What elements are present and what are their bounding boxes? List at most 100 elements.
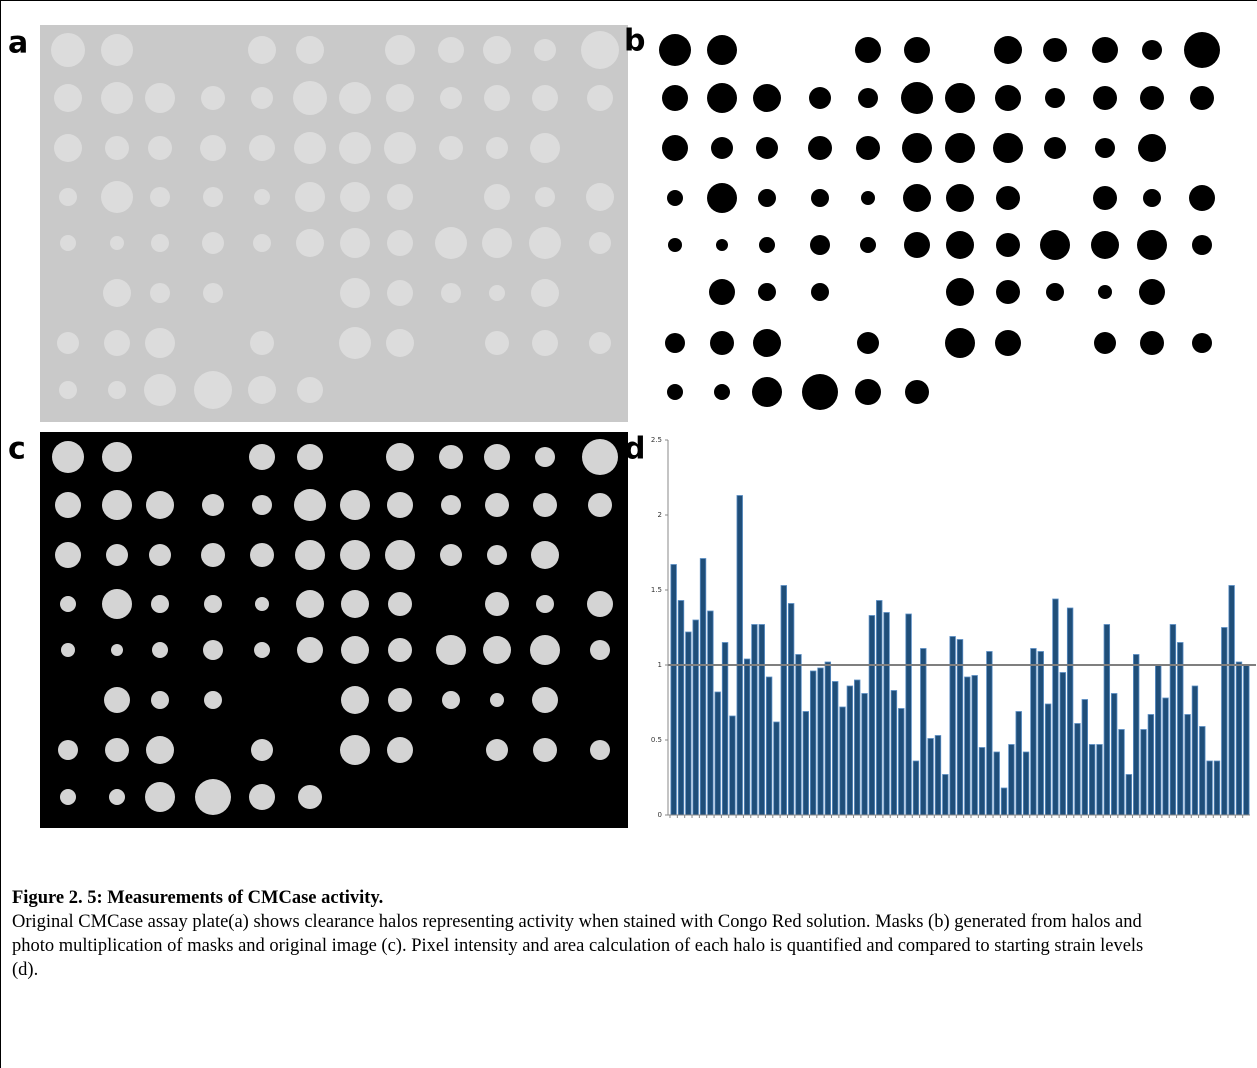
halo: [201, 86, 225, 110]
halo-mask: [901, 82, 933, 114]
bar: [1222, 628, 1228, 816]
halo: [532, 85, 558, 111]
halo: [102, 490, 132, 520]
halo: [483, 36, 511, 64]
halo: [439, 136, 463, 160]
halo: [296, 590, 324, 618]
halo-mask: [1138, 134, 1166, 162]
halo-mask: [995, 330, 1021, 356]
bar: [832, 682, 838, 816]
halo-mask: [1189, 185, 1215, 211]
halo-mask: [809, 87, 831, 109]
halo-mask: [858, 88, 878, 108]
halo-mask: [758, 283, 776, 301]
halo: [590, 640, 610, 660]
bar: [1229, 586, 1235, 816]
halo: [534, 39, 556, 61]
halo: [152, 642, 168, 658]
halo: [248, 376, 276, 404]
halo: [254, 642, 270, 658]
bar: [1199, 727, 1205, 816]
bar: [935, 736, 941, 816]
halo: [255, 597, 269, 611]
halo: [297, 444, 323, 470]
bar: [1031, 649, 1037, 816]
halo-mask: [996, 186, 1020, 210]
halo-mask: [753, 329, 781, 357]
plate-photo: [40, 25, 628, 422]
halo: [388, 592, 412, 616]
halo: [151, 234, 169, 252]
halo-mask: [1140, 86, 1164, 110]
halo: [533, 738, 557, 762]
halo-mask: [811, 189, 829, 207]
halo: [111, 644, 123, 656]
halo-mask: [665, 333, 685, 353]
halo-mask: [1190, 86, 1214, 110]
halo-mask: [710, 331, 734, 355]
multiplied-image: [40, 432, 628, 828]
halo: [59, 381, 77, 399]
bar: [774, 722, 780, 815]
halo: [249, 784, 275, 810]
halo: [441, 495, 461, 515]
halo: [589, 232, 611, 254]
halo: [145, 782, 175, 812]
bar: [913, 761, 919, 815]
halo: [251, 87, 273, 109]
halo-mask: [758, 189, 776, 207]
halo-mask: [1093, 186, 1117, 210]
halo: [200, 135, 226, 161]
page: {"panels": {"a": "a", "b": "b", "c": "c"…: [0, 0, 1257, 1068]
figure: a b c d 00.511.522.5: [0, 0, 1257, 880]
halo: [490, 693, 504, 707]
halo: [386, 329, 414, 357]
halo-mask: [994, 36, 1022, 64]
bar: [854, 680, 860, 815]
halo: [145, 83, 175, 113]
halo: [151, 691, 169, 709]
halo: [589, 332, 611, 354]
bar: [1045, 704, 1051, 815]
halo: [203, 187, 223, 207]
bar: [1082, 700, 1088, 816]
halo: [530, 133, 560, 163]
halo: [252, 495, 272, 515]
halo: [298, 785, 322, 809]
bar: [1244, 665, 1250, 815]
halo-mask: [1192, 235, 1212, 255]
halo: [440, 87, 462, 109]
bar: [1185, 715, 1191, 816]
halo: [109, 789, 125, 805]
halo: [340, 278, 370, 308]
halo: [484, 184, 510, 210]
halo-mask: [904, 232, 930, 258]
halo: [339, 82, 371, 114]
halo: [531, 279, 559, 307]
bar: [891, 691, 897, 816]
bar: [1119, 730, 1125, 816]
halo-mask: [993, 133, 1023, 163]
y-tick-label: 0: [658, 811, 662, 819]
y-tick-label: 1: [658, 661, 662, 669]
halo: [55, 542, 81, 568]
bar: [1001, 788, 1007, 815]
halo: [341, 590, 369, 618]
bar: [876, 601, 882, 816]
halo: [60, 596, 76, 612]
halo: [204, 595, 222, 613]
halo: [150, 283, 170, 303]
caption-title: Figure 2. 5: Measurements of CMCase acti…: [12, 886, 1172, 910]
bar: [1192, 686, 1198, 815]
halo: [249, 444, 275, 470]
halo: [387, 230, 413, 256]
halo-mask: [1094, 332, 1116, 354]
halo-mask: [714, 384, 730, 400]
bar: [1009, 745, 1015, 816]
halo: [101, 82, 133, 114]
halo: [204, 691, 222, 709]
halo-mask: [808, 136, 832, 160]
halo: [531, 541, 559, 569]
halo: [484, 444, 510, 470]
halo-mask: [667, 190, 683, 206]
